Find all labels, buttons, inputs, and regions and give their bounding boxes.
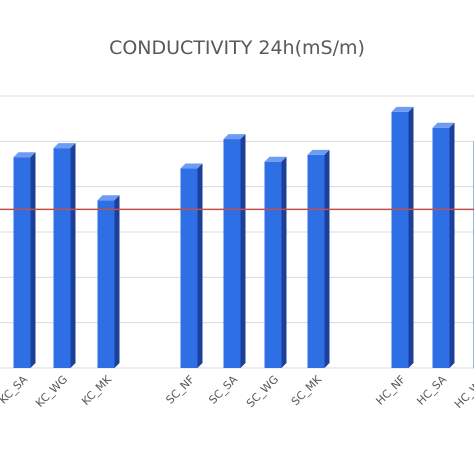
bar	[180, 168, 198, 368]
bar-side	[281, 156, 287, 368]
bar-group	[391, 106, 414, 368]
bar-side	[240, 134, 246, 368]
bar	[307, 154, 325, 368]
bar-top	[223, 134, 246, 140]
x-tick-label: KC_MK	[79, 372, 115, 408]
bar-top	[180, 163, 203, 169]
bar-side	[70, 143, 76, 368]
bar-group	[180, 163, 203, 368]
bar-top	[391, 106, 414, 112]
x-tick-label: SC_WG	[244, 373, 281, 410]
bar-top	[97, 195, 120, 201]
bar-top	[432, 122, 455, 128]
x-tick-label: SC_MK	[289, 372, 325, 408]
bar-side	[114, 195, 120, 368]
x-tick-label: KC_SA	[0, 373, 30, 407]
bar-side	[324, 149, 330, 368]
bar-group	[53, 143, 76, 368]
bar-group	[97, 195, 120, 368]
bar-group	[13, 152, 36, 368]
x-tick-labels: KC_SA KC_WG KC_MK SC_NF SC_SA SC_WG SC_MK HC_NF…	[0, 372, 474, 411]
x-tick-label: SC_NF	[163, 373, 197, 407]
bar-side	[408, 106, 414, 368]
x-tick-label: HC_SA	[414, 373, 449, 408]
bar-side	[30, 152, 36, 368]
bar	[53, 148, 71, 368]
x-tick-label: HC_NF	[373, 373, 408, 408]
bar	[97, 200, 115, 368]
x-tick-label: SC_SA	[206, 373, 240, 407]
bar-top	[53, 143, 76, 149]
bar-top	[307, 149, 330, 155]
bar-group	[432, 122, 455, 368]
bar	[264, 161, 282, 368]
bar-group	[264, 156, 287, 368]
bar	[223, 139, 241, 368]
bar	[432, 127, 450, 368]
bar-top	[264, 156, 287, 162]
bar-side	[449, 122, 455, 368]
bar	[391, 111, 409, 368]
bar-group	[307, 149, 330, 368]
bars	[13, 106, 474, 368]
x-tick-label: HC_WG	[452, 373, 474, 411]
x-tick-label: KC_WG	[33, 373, 70, 410]
bar-side	[197, 163, 203, 368]
bar-top	[13, 152, 36, 158]
bar	[13, 157, 31, 368]
chart-title: CONDUCTIVITY 24h(mS/m)	[109, 37, 365, 59]
bar-group	[223, 134, 246, 368]
